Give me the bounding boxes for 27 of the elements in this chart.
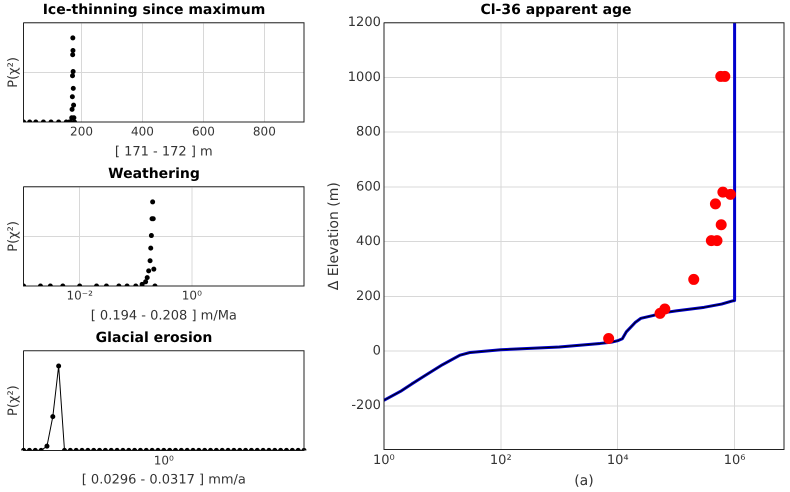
y-tick-label: 0 <box>372 343 381 358</box>
y-tick-label: -200 <box>351 398 381 414</box>
x-tick-label: 10⁻² <box>66 288 94 302</box>
y-tick-label: 1000 <box>348 70 381 85</box>
x-axis-title: [ 171 - 172 ] m <box>114 144 213 160</box>
x-tick-label: 400 <box>131 124 154 138</box>
y-axis-title: Δ Elevation (m) <box>326 182 342 290</box>
chart-title: Ice-thinning since maximum <box>42 2 266 18</box>
chart-title: Glacial erosion <box>96 330 212 346</box>
x-tick-label: 600 <box>192 124 215 138</box>
x-tick-label: 800 <box>252 124 276 138</box>
x-tick-label: 10² <box>490 452 512 468</box>
y-tick-label: 400 <box>356 234 381 250</box>
x-axis-title: (a) <box>574 473 594 490</box>
x-tick-label: 10⁴ <box>606 452 629 468</box>
chart-title: Weathering <box>108 166 200 182</box>
x-tick-label: 200 <box>70 124 93 138</box>
x-axis-title: [ 0.194 - 0.208 ] m/Ma <box>90 308 237 324</box>
x-tick-label: 10⁰ <box>373 452 395 468</box>
chart-title: Cl-36 apparent age <box>480 2 632 18</box>
y-axis-title: P(χ²) <box>6 57 22 88</box>
y-tick-label: 1200 <box>348 15 381 30</box>
x-tick-label: 10⁶ <box>724 452 746 468</box>
y-axis-title: P(χ²) <box>6 221 22 252</box>
x-axis-title: [ 0.0296 - 0.0317 ] mm/a <box>82 472 246 488</box>
y-tick-label: 600 <box>356 179 381 194</box>
y-axis-title: P(χ²) <box>6 385 22 416</box>
